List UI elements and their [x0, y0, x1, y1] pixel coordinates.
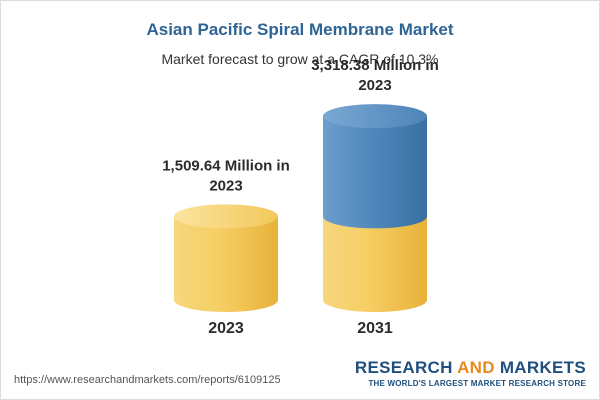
data-label-2031-line1: 3,318.38 Million in — [311, 57, 439, 74]
chart-title: Asian Pacific Spiral Membrane Market — [146, 20, 454, 39]
bar-2031-growth — [323, 116, 427, 229]
bar-2031-base — [323, 216, 427, 312]
x-tick-label-2031: 2031 — [357, 320, 393, 337]
data-label-2023-line2: 2023 — [209, 177, 242, 194]
data-label-2031-line2: 2023 — [358, 77, 391, 94]
bar-2031-top — [323, 104, 427, 129]
source-url[interactable]: https://www.researchandmarkets.com/repor… — [14, 374, 281, 386]
bar-2023-base — [174, 216, 278, 312]
brand-tagline: THE WORLD'S LARGEST MARKET RESEARCH STOR… — [368, 379, 586, 388]
brand-name: RESEARCH AND MARKETS — [354, 358, 586, 377]
x-tick-label-2023: 2023 — [208, 320, 244, 337]
data-label-2023-line1: 1,509.64 Million in — [162, 157, 290, 174]
bar-2023-top — [174, 204, 278, 229]
brand-logo: RESEARCH AND MARKETS THE WORLD'S LARGEST… — [355, 358, 586, 388]
chart-subtitle: Market forecast to grow at a CAGR of 10.… — [161, 51, 439, 67]
